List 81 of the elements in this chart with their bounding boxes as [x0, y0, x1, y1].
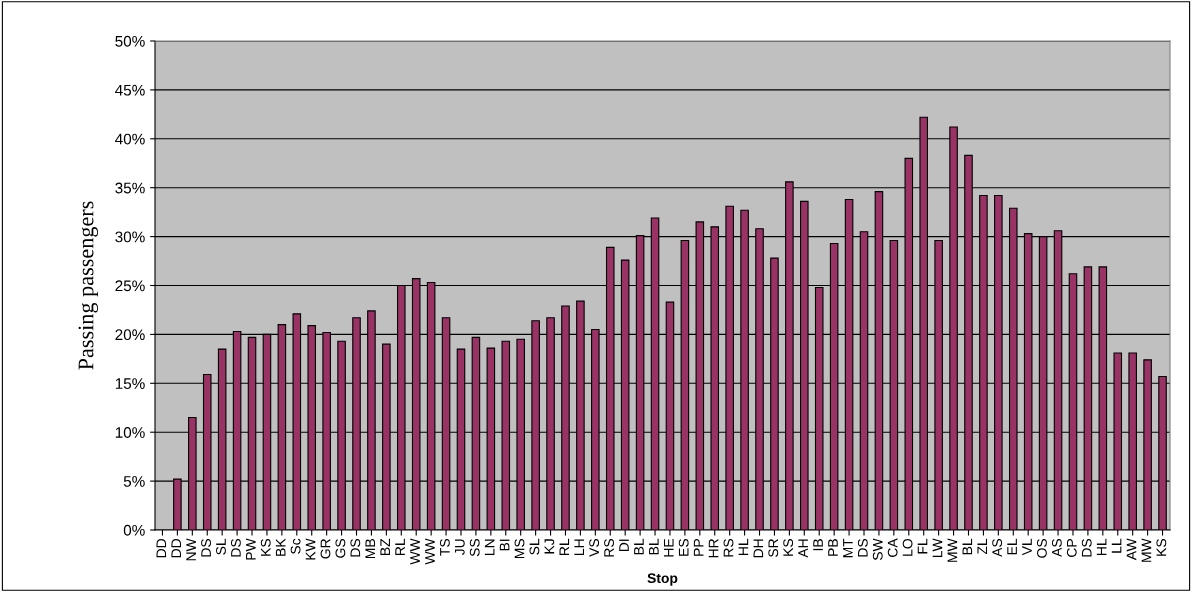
y-tick-label: 15% — [115, 378, 145, 389]
x-tick-label: PP — [693, 539, 704, 556]
y-tick-label: 45% — [115, 84, 145, 96]
x-tick-label: BK — [275, 538, 286, 556]
x-tick-label: FL — [917, 538, 928, 554]
x-tick-label: KS — [1156, 538, 1167, 556]
x-tick-label: SR — [768, 538, 779, 557]
x-tick-label: DS — [230, 538, 241, 557]
x-axis-title: Stop — [647, 573, 678, 586]
x-tick-label: RS — [723, 538, 734, 557]
x-tick-label: PB — [828, 539, 838, 556]
x-tick-label: RS — [604, 538, 614, 557]
x-tick-label: PW — [246, 538, 256, 560]
x-tick-label: KW — [305, 538, 316, 560]
x-tick-label: AS — [992, 538, 1003, 557]
x-tick-label: BL — [962, 538, 973, 555]
x-tick-label: MB — [365, 539, 376, 559]
x-tick-label: AS — [1051, 538, 1062, 557]
y-tick-label: 25% — [115, 280, 145, 292]
x-tick-label: MT — [843, 538, 853, 558]
x-tick-label: RL — [395, 538, 405, 555]
x-tick-label: BL — [649, 538, 659, 555]
x-tick-label: LH — [574, 539, 584, 555]
x-tick-label: GS — [335, 538, 346, 558]
x-tick-label: NW — [186, 538, 196, 561]
x-tick-label: VL — [1022, 538, 1032, 556]
x-tick-label: HL — [1096, 538, 1107, 555]
x-tick-label: GR — [320, 538, 331, 559]
x-tick-label: KS — [783, 538, 794, 556]
x-tick-label: HL — [738, 538, 749, 555]
x-tick-label: DS — [350, 538, 361, 557]
x-tick-label: MW — [947, 538, 958, 562]
x-tick-label: CA — [887, 538, 898, 557]
y-axis-title: Passing passengers — [78, 201, 99, 370]
x-tick-label: SS — [469, 538, 480, 557]
x-tick-label: AW — [1126, 538, 1137, 561]
x-tick-label: OS — [1037, 538, 1047, 558]
y-tick-label: 35% — [115, 182, 145, 194]
x-tick-label: MS — [514, 538, 525, 559]
x-tick-label: HE — [664, 538, 674, 557]
y-tick-label: 20% — [115, 329, 145, 341]
x-tick-label: DD — [171, 539, 181, 558]
x-tick-label: WW — [425, 538, 435, 565]
x-tick-label: SW — [872, 538, 883, 561]
x-tick-label: DD — [156, 539, 167, 558]
x-tick-label: DI — [619, 539, 629, 552]
y-tick-label: 0% — [123, 524, 145, 536]
x-tick-label: DH — [753, 539, 764, 558]
x-tick-label: LL — [1111, 538, 1122, 553]
x-tick-label: HR — [708, 538, 719, 558]
x-tick-label: DS — [857, 538, 868, 557]
y-tick-label: 40% — [115, 133, 145, 145]
x-tick-label: KS — [260, 538, 271, 556]
x-tick-label: ES — [678, 538, 689, 556]
x-tick-label: DS — [201, 538, 211, 557]
x-tick-label: WW — [410, 538, 420, 565]
x-tick-label: MW — [1141, 538, 1152, 562]
x-tick-label: BI — [499, 539, 510, 551]
x-tick-label: AH — [798, 539, 808, 558]
x-tick-label: DS — [1081, 538, 1092, 557]
x-tick-label: BZ — [380, 538, 390, 555]
x-tick-label: KJ — [544, 539, 555, 554]
x-tick-label: LN — [484, 539, 495, 555]
x-tick-label: CP — [1066, 539, 1077, 557]
x-tick-label: JU — [455, 539, 465, 556]
x-tick-label: LW — [932, 538, 943, 557]
x-tick-label: Sc — [290, 538, 301, 554]
x-tick-label: ZL — [977, 538, 988, 555]
y-tick-label: 30% — [115, 231, 145, 243]
x-tick-label: SL — [216, 538, 226, 555]
y-tick-label: 5% — [123, 476, 145, 487]
x-tick-label: VS — [589, 538, 600, 557]
x-tick-label: EL — [1007, 538, 1017, 555]
y-tick-label: 50% — [115, 35, 145, 47]
y-tick-label: 10% — [115, 427, 145, 438]
x-tick-label: IB — [813, 539, 823, 551]
x-tick-label: RL — [559, 538, 570, 555]
x-tick-label: SL — [529, 538, 540, 555]
x-tick-label: BL — [634, 538, 644, 555]
x-tick-label: LO — [902, 539, 913, 556]
x-tick-label: TS — [439, 538, 450, 556]
